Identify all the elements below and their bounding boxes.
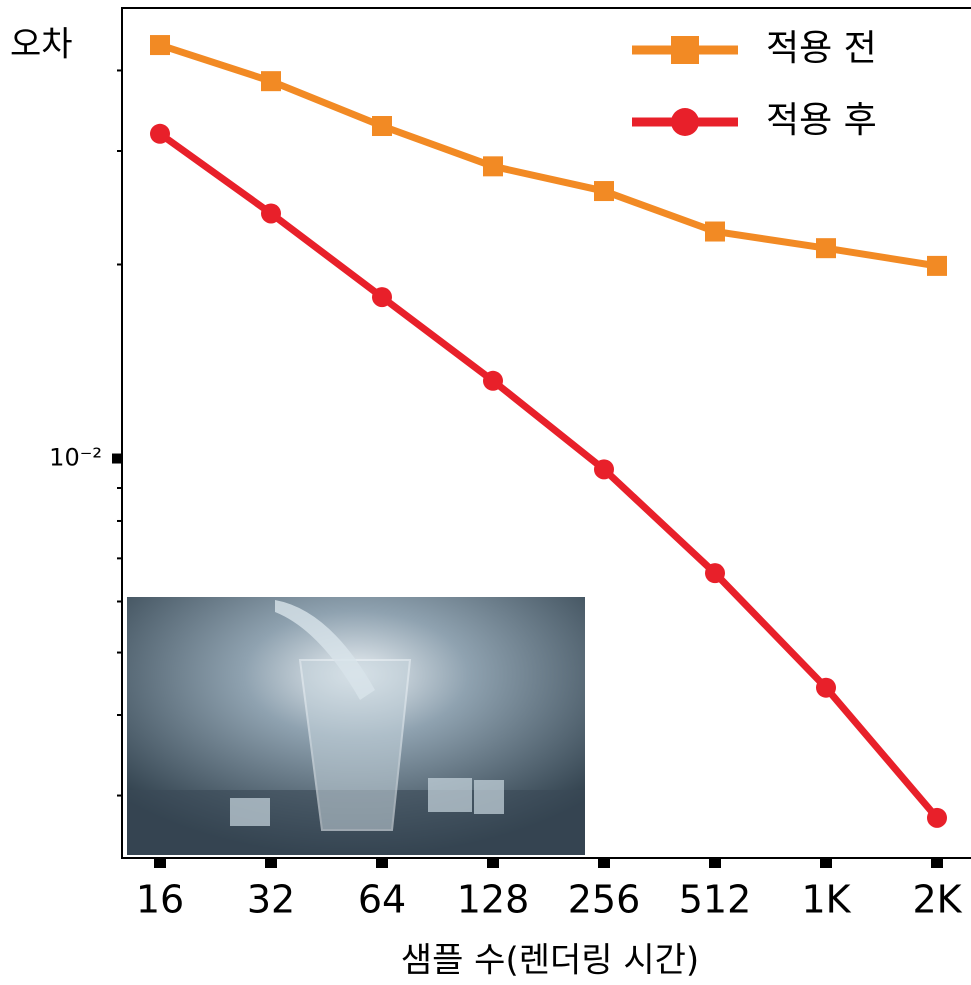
x-tick xyxy=(376,858,388,868)
x-tick-label: 256 xyxy=(568,878,641,922)
legend-label: 적용 전 xyxy=(766,28,877,69)
marker xyxy=(927,808,947,828)
marker xyxy=(705,563,725,583)
x-tick xyxy=(820,858,832,868)
marker xyxy=(483,156,503,176)
x-tick xyxy=(931,858,943,868)
marker xyxy=(594,181,614,201)
marker xyxy=(816,238,836,258)
x-tick-label: 32 xyxy=(247,878,295,922)
marker xyxy=(261,203,281,223)
x-tick-label: 2K xyxy=(912,878,962,922)
marker xyxy=(927,256,947,276)
marker xyxy=(150,35,170,55)
legend-marker xyxy=(671,108,699,136)
y-axis-title: 오차 xyxy=(10,25,73,65)
x-tick xyxy=(598,858,610,868)
marker xyxy=(150,124,170,144)
x-tick xyxy=(487,858,499,868)
marker xyxy=(372,287,392,307)
x-tick-label: 16 xyxy=(136,878,184,922)
x-tick xyxy=(154,858,166,868)
marker xyxy=(261,71,281,91)
x-tick-label: 128 xyxy=(457,878,530,922)
marker xyxy=(594,459,614,479)
marker xyxy=(372,116,392,136)
x-tick xyxy=(709,858,721,868)
chart: 오차 샘플 수(렌더링 시간) 10⁻² 16 32 64 128 256 512 1K 2K 적… xyxy=(0,0,971,985)
y-tick xyxy=(112,454,122,464)
inset-photo xyxy=(127,597,585,855)
y-tick-label: 10⁻² xyxy=(49,444,102,472)
x-tick xyxy=(265,858,277,868)
x-tick-label: 512 xyxy=(679,878,752,922)
x-tick-label: 64 xyxy=(358,878,406,922)
legend-marker xyxy=(671,36,699,64)
legend-label: 적용 후 xyxy=(766,100,877,141)
x-axis-title: 샘플 수(렌더링 시간) xyxy=(401,941,699,981)
x-tick-label: 1K xyxy=(801,878,851,922)
marker xyxy=(705,222,725,242)
marker xyxy=(816,678,836,698)
marker xyxy=(483,371,503,391)
